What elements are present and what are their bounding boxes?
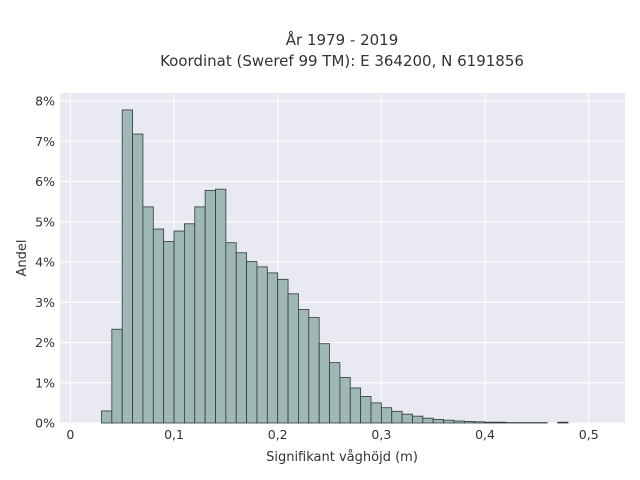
x-tick-label: 0 — [66, 427, 74, 442]
histogram-bar — [101, 410, 113, 424]
histogram-bar — [432, 418, 444, 424]
histogram-bar — [235, 252, 248, 424]
histogram-bars — [101, 109, 569, 424]
x-axis-ticks: 0 0,1 0,2 0,3 0,4 0,5 — [66, 427, 598, 442]
histogram-bar — [380, 407, 393, 424]
histogram-bar — [308, 317, 320, 424]
chart-subtitle: Koordinat (Sweref 99 TM): E 364200, N 61… — [160, 52, 524, 70]
histogram-bar — [474, 421, 486, 424]
histogram-bar — [422, 417, 434, 424]
y-tick-label: 3% — [35, 295, 55, 310]
y-axis-label: Andel — [15, 240, 30, 277]
histogram-bar — [370, 402, 382, 424]
histogram-bar — [132, 133, 144, 424]
histogram-bar — [443, 419, 455, 424]
histogram-bar — [391, 410, 403, 424]
histogram-bar — [225, 242, 237, 424]
histogram-bar — [318, 343, 330, 424]
histogram-bar — [184, 223, 196, 424]
histogram-bar — [142, 206, 154, 424]
histogram-bar — [463, 420, 476, 424]
histogram-bar — [339, 377, 351, 424]
histogram-bar — [298, 309, 310, 424]
y-tick-label: 7% — [35, 134, 55, 149]
x-tick-label: 0,3 — [371, 427, 391, 442]
histogram-bar — [256, 266, 268, 424]
x-tick-label: 0,5 — [579, 427, 599, 442]
x-tick-label: 0,2 — [268, 427, 288, 442]
y-tick-label: 4% — [35, 255, 55, 270]
histogram-bar — [215, 188, 227, 424]
histogram-bar — [277, 278, 289, 424]
chart-title: År 1979 - 2019 — [286, 30, 399, 49]
histogram-bar — [287, 293, 299, 424]
x-axis-label: Signifikant våghöjd (m) — [266, 450, 418, 465]
histogram-bar — [163, 241, 175, 424]
histogram-bar — [329, 362, 341, 424]
histogram-bar — [453, 420, 465, 424]
histogram-bar — [557, 421, 569, 424]
y-tick-label: 6% — [35, 174, 55, 189]
histogram-bar — [360, 396, 372, 424]
y-tick-label: 8% — [35, 94, 55, 109]
histogram-bar — [152, 228, 165, 424]
histogram-bar — [173, 230, 185, 424]
histogram-bar — [401, 413, 413, 424]
y-tick-label: 0% — [35, 416, 55, 431]
y-axis-ticks: 0% 1% 2% 3% 4% 5% 6% 7% 8% — [35, 94, 55, 431]
y-tick-label: 1% — [35, 375, 55, 390]
histogram-bar — [111, 328, 123, 424]
histogram-bar — [266, 272, 279, 424]
y-tick-label: 2% — [35, 335, 55, 350]
histogram-bar — [349, 387, 362, 424]
histogram-bar — [495, 421, 507, 424]
histogram-bar — [204, 189, 216, 424]
histogram-bar — [412, 415, 424, 424]
histogram-bar — [194, 206, 206, 424]
y-tick-label: 5% — [35, 214, 55, 229]
histogram-bar — [121, 109, 133, 424]
x-tick-label: 0,4 — [475, 427, 495, 442]
x-tick-label: 0,1 — [164, 427, 184, 442]
histogram-bar — [484, 421, 496, 424]
histogram-bar — [246, 261, 258, 424]
